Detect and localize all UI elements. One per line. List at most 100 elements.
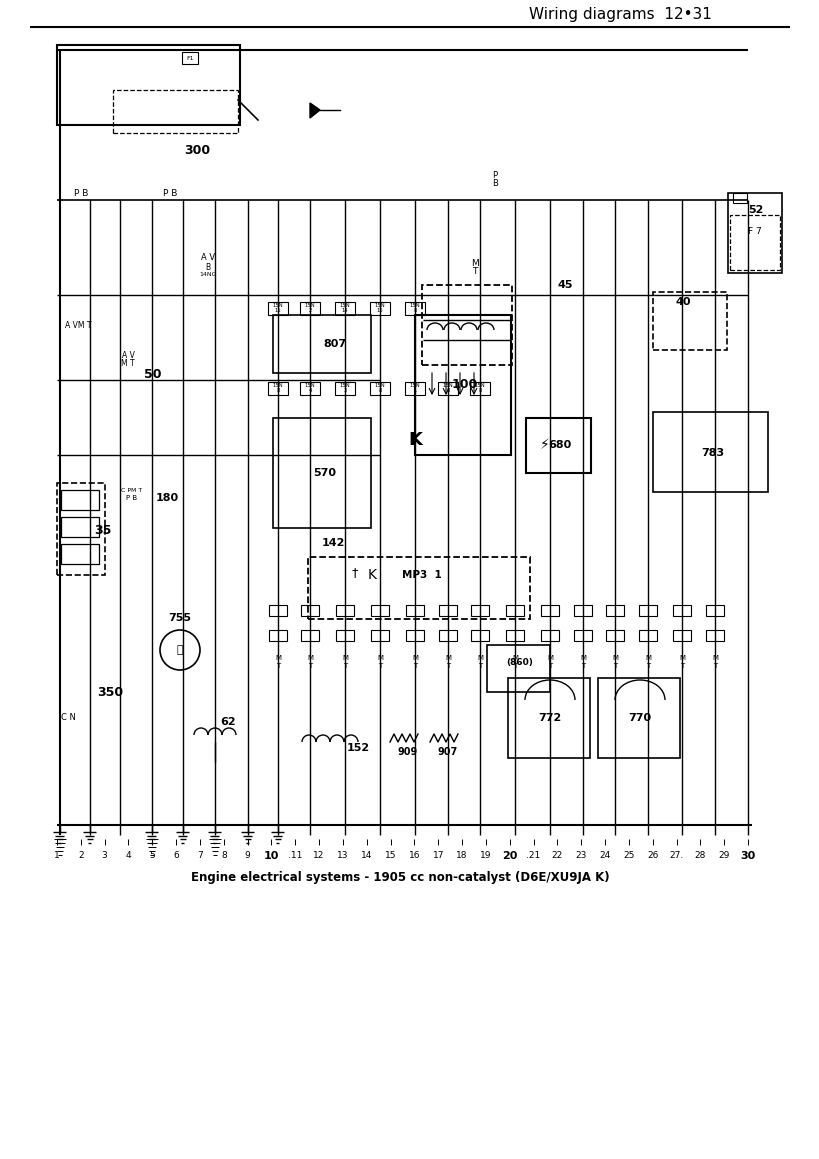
- Bar: [268, 302, 287, 315]
- Text: 29: 29: [717, 852, 729, 860]
- Text: ⚡: ⚡: [540, 438, 550, 452]
- Bar: [61, 544, 99, 564]
- Text: A VM T: A VM T: [65, 321, 91, 329]
- Text: 30: 30: [740, 851, 754, 861]
- Text: 907: 907: [437, 748, 458, 757]
- Bar: [335, 302, 355, 315]
- Text: M: M: [711, 655, 717, 661]
- Text: M: M: [611, 655, 618, 661]
- Text: 14: 14: [360, 852, 372, 860]
- Text: T: T: [307, 663, 312, 669]
- Text: 12: 12: [313, 852, 324, 860]
- Bar: [370, 605, 388, 615]
- Bar: [470, 605, 488, 615]
- Text: P B: P B: [74, 189, 88, 197]
- Text: T: T: [712, 663, 717, 669]
- Text: 15N
4: 15N 4: [305, 382, 315, 393]
- Text: M: M: [445, 655, 450, 661]
- Bar: [301, 630, 319, 641]
- Bar: [605, 630, 623, 641]
- Text: Wiring diagrams  12•31: Wiring diagrams 12•31: [528, 7, 711, 22]
- Text: A V: A V: [121, 350, 134, 359]
- Bar: [405, 302, 424, 315]
- Text: F 7: F 7: [747, 227, 761, 236]
- Text: M: M: [306, 655, 313, 661]
- Text: 770: 770: [627, 713, 651, 723]
- Bar: [541, 630, 559, 641]
- Text: P B: P B: [126, 495, 138, 501]
- Bar: [541, 605, 559, 615]
- Text: 15N
8: 15N 8: [474, 382, 485, 393]
- Bar: [505, 605, 523, 615]
- Text: 27.: 27.: [668, 852, 683, 860]
- Bar: [414, 315, 510, 455]
- Bar: [335, 382, 355, 395]
- Text: M: M: [274, 655, 281, 661]
- Bar: [61, 517, 99, 537]
- Text: 20: 20: [501, 851, 517, 861]
- Text: T: T: [472, 268, 477, 277]
- Text: M T: M T: [121, 358, 134, 367]
- Text: C N: C N: [61, 714, 75, 722]
- Text: 62: 62: [220, 717, 236, 727]
- Polygon shape: [310, 103, 319, 118]
- Text: T: T: [679, 663, 683, 669]
- Text: T: T: [275, 663, 280, 669]
- Text: 14NG: 14NG: [199, 272, 216, 277]
- Text: 15N
8: 15N 8: [374, 382, 385, 393]
- Text: M: M: [546, 655, 552, 661]
- Text: 50: 50: [144, 369, 161, 381]
- Text: .21: .21: [526, 852, 540, 860]
- Text: .11: .11: [287, 852, 302, 860]
- Bar: [369, 302, 390, 315]
- Text: M: M: [471, 258, 478, 268]
- Bar: [300, 382, 319, 395]
- Text: 45: 45: [557, 280, 572, 290]
- Text: 16: 16: [408, 852, 419, 860]
- Bar: [672, 630, 690, 641]
- Text: 15N
1: 15N 1: [410, 382, 420, 393]
- Text: 783: 783: [700, 449, 724, 458]
- Text: 40: 40: [674, 297, 690, 307]
- Bar: [438, 605, 456, 615]
- Text: ⛽: ⛽: [176, 646, 183, 655]
- Text: 15N
8: 15N 8: [273, 382, 283, 393]
- Text: 4: 4: [125, 852, 131, 860]
- Bar: [505, 630, 523, 641]
- Text: C PM T: C PM T: [121, 488, 143, 493]
- Text: 142: 142: [321, 538, 344, 548]
- Text: 2: 2: [78, 852, 84, 860]
- Bar: [405, 605, 423, 615]
- Bar: [57, 483, 105, 575]
- Bar: [605, 605, 623, 615]
- Text: 909: 909: [397, 748, 418, 757]
- Text: 23: 23: [575, 852, 586, 860]
- Text: 152: 152: [346, 743, 369, 753]
- Bar: [705, 630, 723, 641]
- Bar: [422, 285, 511, 365]
- Text: 300: 300: [183, 144, 210, 156]
- Text: 52: 52: [748, 205, 762, 216]
- Bar: [336, 630, 354, 641]
- Text: 15N
3: 15N 3: [339, 382, 350, 393]
- Text: M: M: [477, 655, 482, 661]
- Text: Engine electrical systems - 1905 cc non-catalyst (D6E/XU9JA K): Engine electrical systems - 1905 cc non-…: [191, 872, 609, 884]
- Text: 17: 17: [432, 852, 443, 860]
- Bar: [729, 216, 779, 270]
- Bar: [672, 605, 690, 615]
- Bar: [437, 382, 458, 395]
- Text: 5: 5: [149, 852, 155, 860]
- Text: 680: 680: [548, 440, 571, 450]
- Text: 7: 7: [197, 852, 202, 860]
- Text: T: T: [446, 663, 450, 669]
- Bar: [732, 194, 746, 203]
- Text: 772: 772: [538, 713, 561, 723]
- Text: 15N
8: 15N 8: [410, 302, 420, 313]
- Text: 10: 10: [264, 851, 278, 861]
- Text: F1: F1: [186, 56, 193, 60]
- Bar: [301, 605, 319, 615]
- Bar: [182, 52, 197, 64]
- Bar: [113, 90, 238, 133]
- Bar: [597, 678, 679, 758]
- Bar: [336, 605, 354, 615]
